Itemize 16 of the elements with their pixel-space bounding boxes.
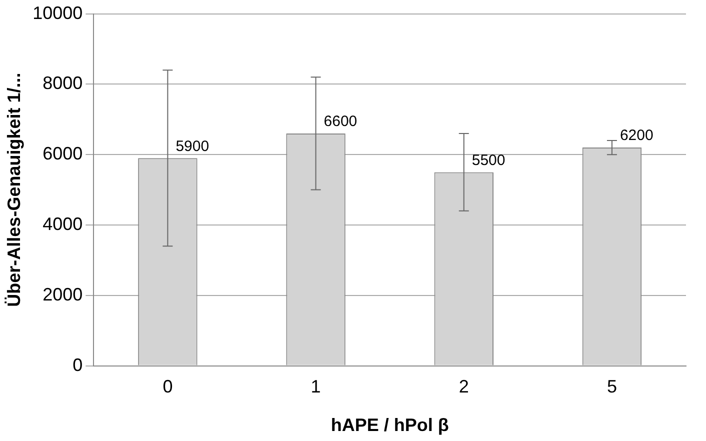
y-tick-label: 4000 [42, 214, 83, 234]
y-tick-label: 6000 [42, 144, 83, 164]
x-tick-label: 1 [310, 376, 321, 397]
y-axis-title: Über-Alles-Genauigkeit 1/... [4, 72, 24, 307]
x-tick-label: 5 [606, 376, 617, 397]
x-tick-label: 0 [162, 376, 173, 397]
data-label: 6200 [620, 127, 654, 144]
y-tick-label: 10000 [32, 2, 83, 23]
data-label: 6600 [324, 113, 358, 130]
x-axis-title: hAPE / hPol β [330, 415, 449, 436]
x-tick-label: 2 [458, 376, 469, 397]
y-tick-label: 2000 [42, 284, 83, 304]
data-label: 5500 [472, 152, 506, 169]
y-tick-label: 0 [72, 354, 83, 375]
y-tick-label: 8000 [42, 73, 83, 94]
data-label: 5900 [176, 138, 210, 155]
